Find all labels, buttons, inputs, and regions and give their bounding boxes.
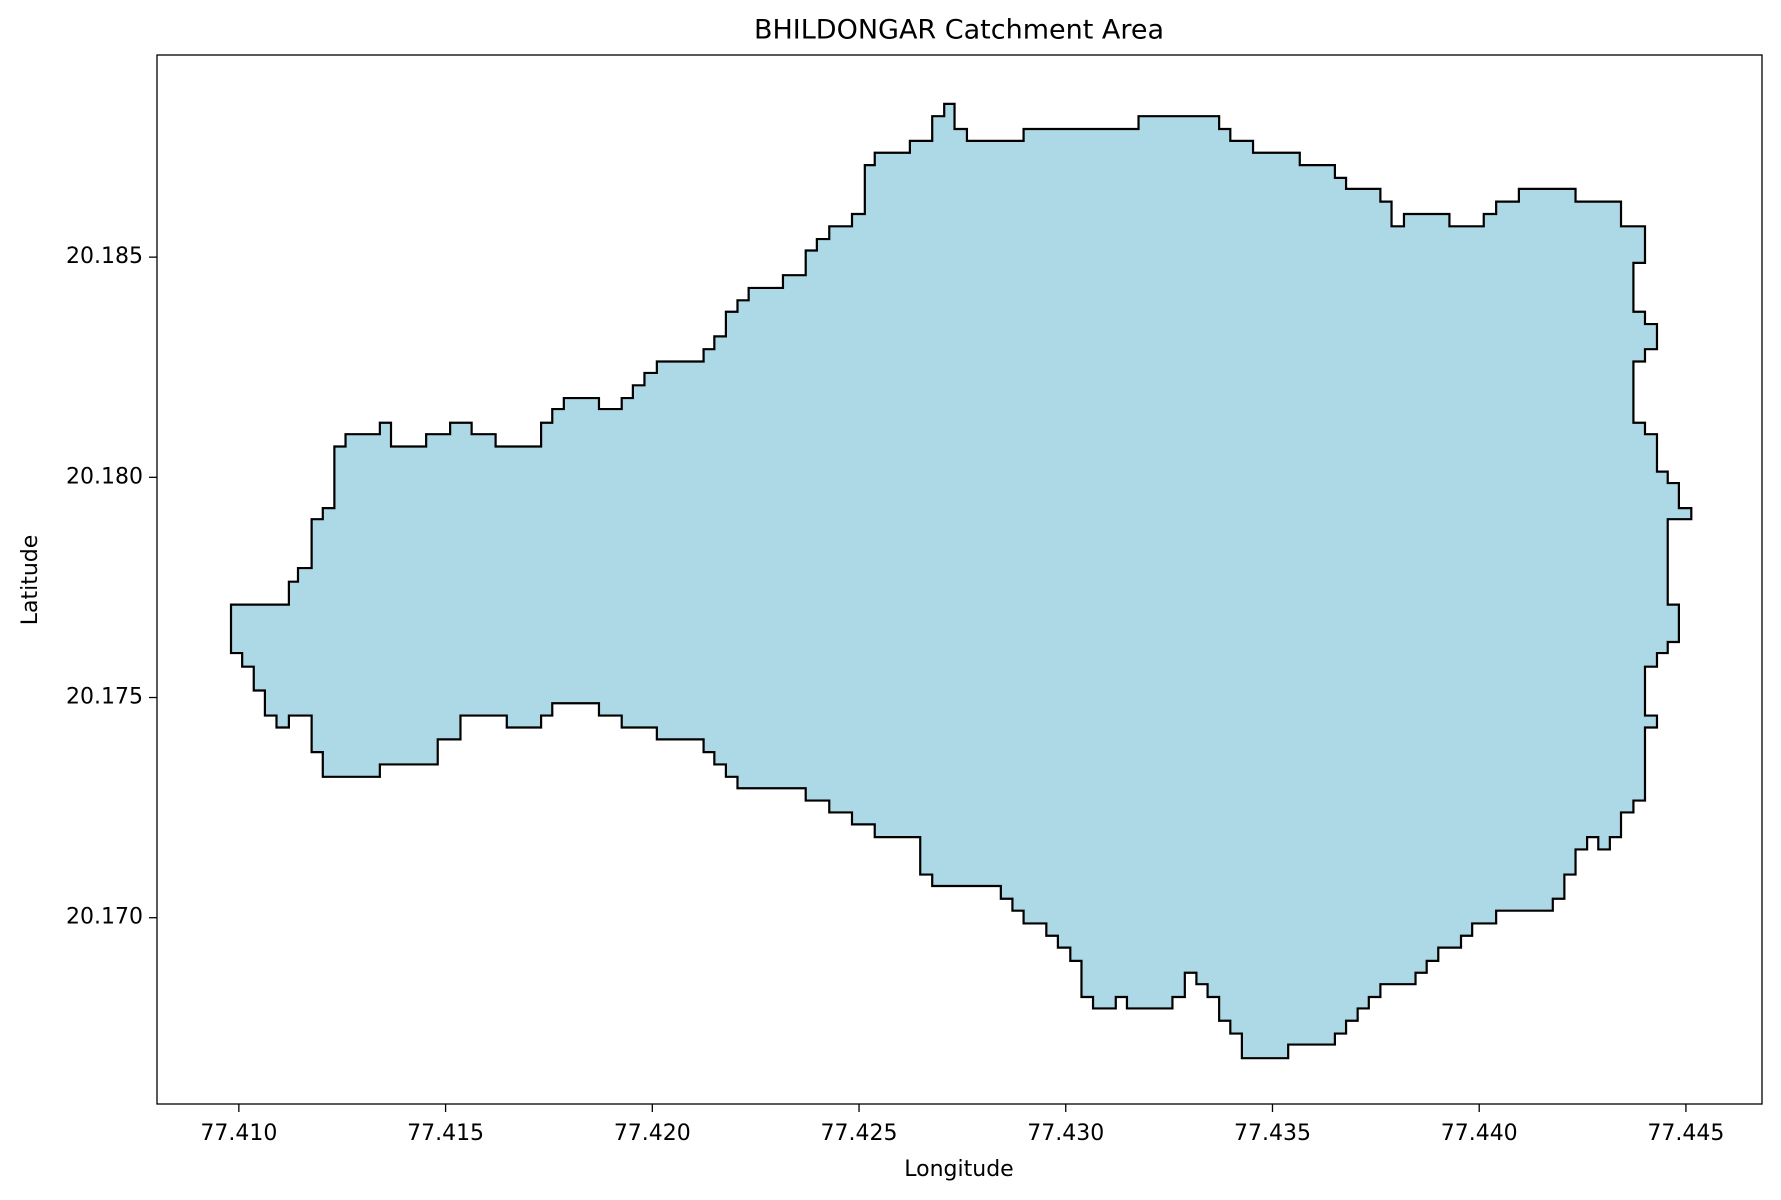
x-tick-label: 77.430 xyxy=(1027,1121,1104,1146)
x-tick-label: 77.425 xyxy=(821,1121,898,1146)
y-tick-label: 20.185 xyxy=(66,244,143,269)
x-tick-label: 77.445 xyxy=(1647,1121,1724,1146)
chart-title: BHILDONGAR Catchment Area xyxy=(754,15,1164,46)
catchment-area xyxy=(229,102,1693,1060)
y-axis-label: Latitude xyxy=(18,535,43,626)
x-tick-label: 77.415 xyxy=(407,1121,484,1146)
x-tick-label: 77.435 xyxy=(1234,1121,1311,1146)
y-tick-label: 20.180 xyxy=(66,464,143,489)
x-tick-label: 77.440 xyxy=(1441,1121,1518,1146)
y-tick-label: 20.175 xyxy=(66,685,143,710)
y-tick-label: 20.170 xyxy=(66,905,143,930)
x-axis-label: Longitude xyxy=(904,1157,1013,1182)
plot-frame xyxy=(156,54,1763,1105)
x-tick-label: 77.420 xyxy=(614,1121,691,1146)
x-tick-label: 77.410 xyxy=(200,1121,277,1146)
